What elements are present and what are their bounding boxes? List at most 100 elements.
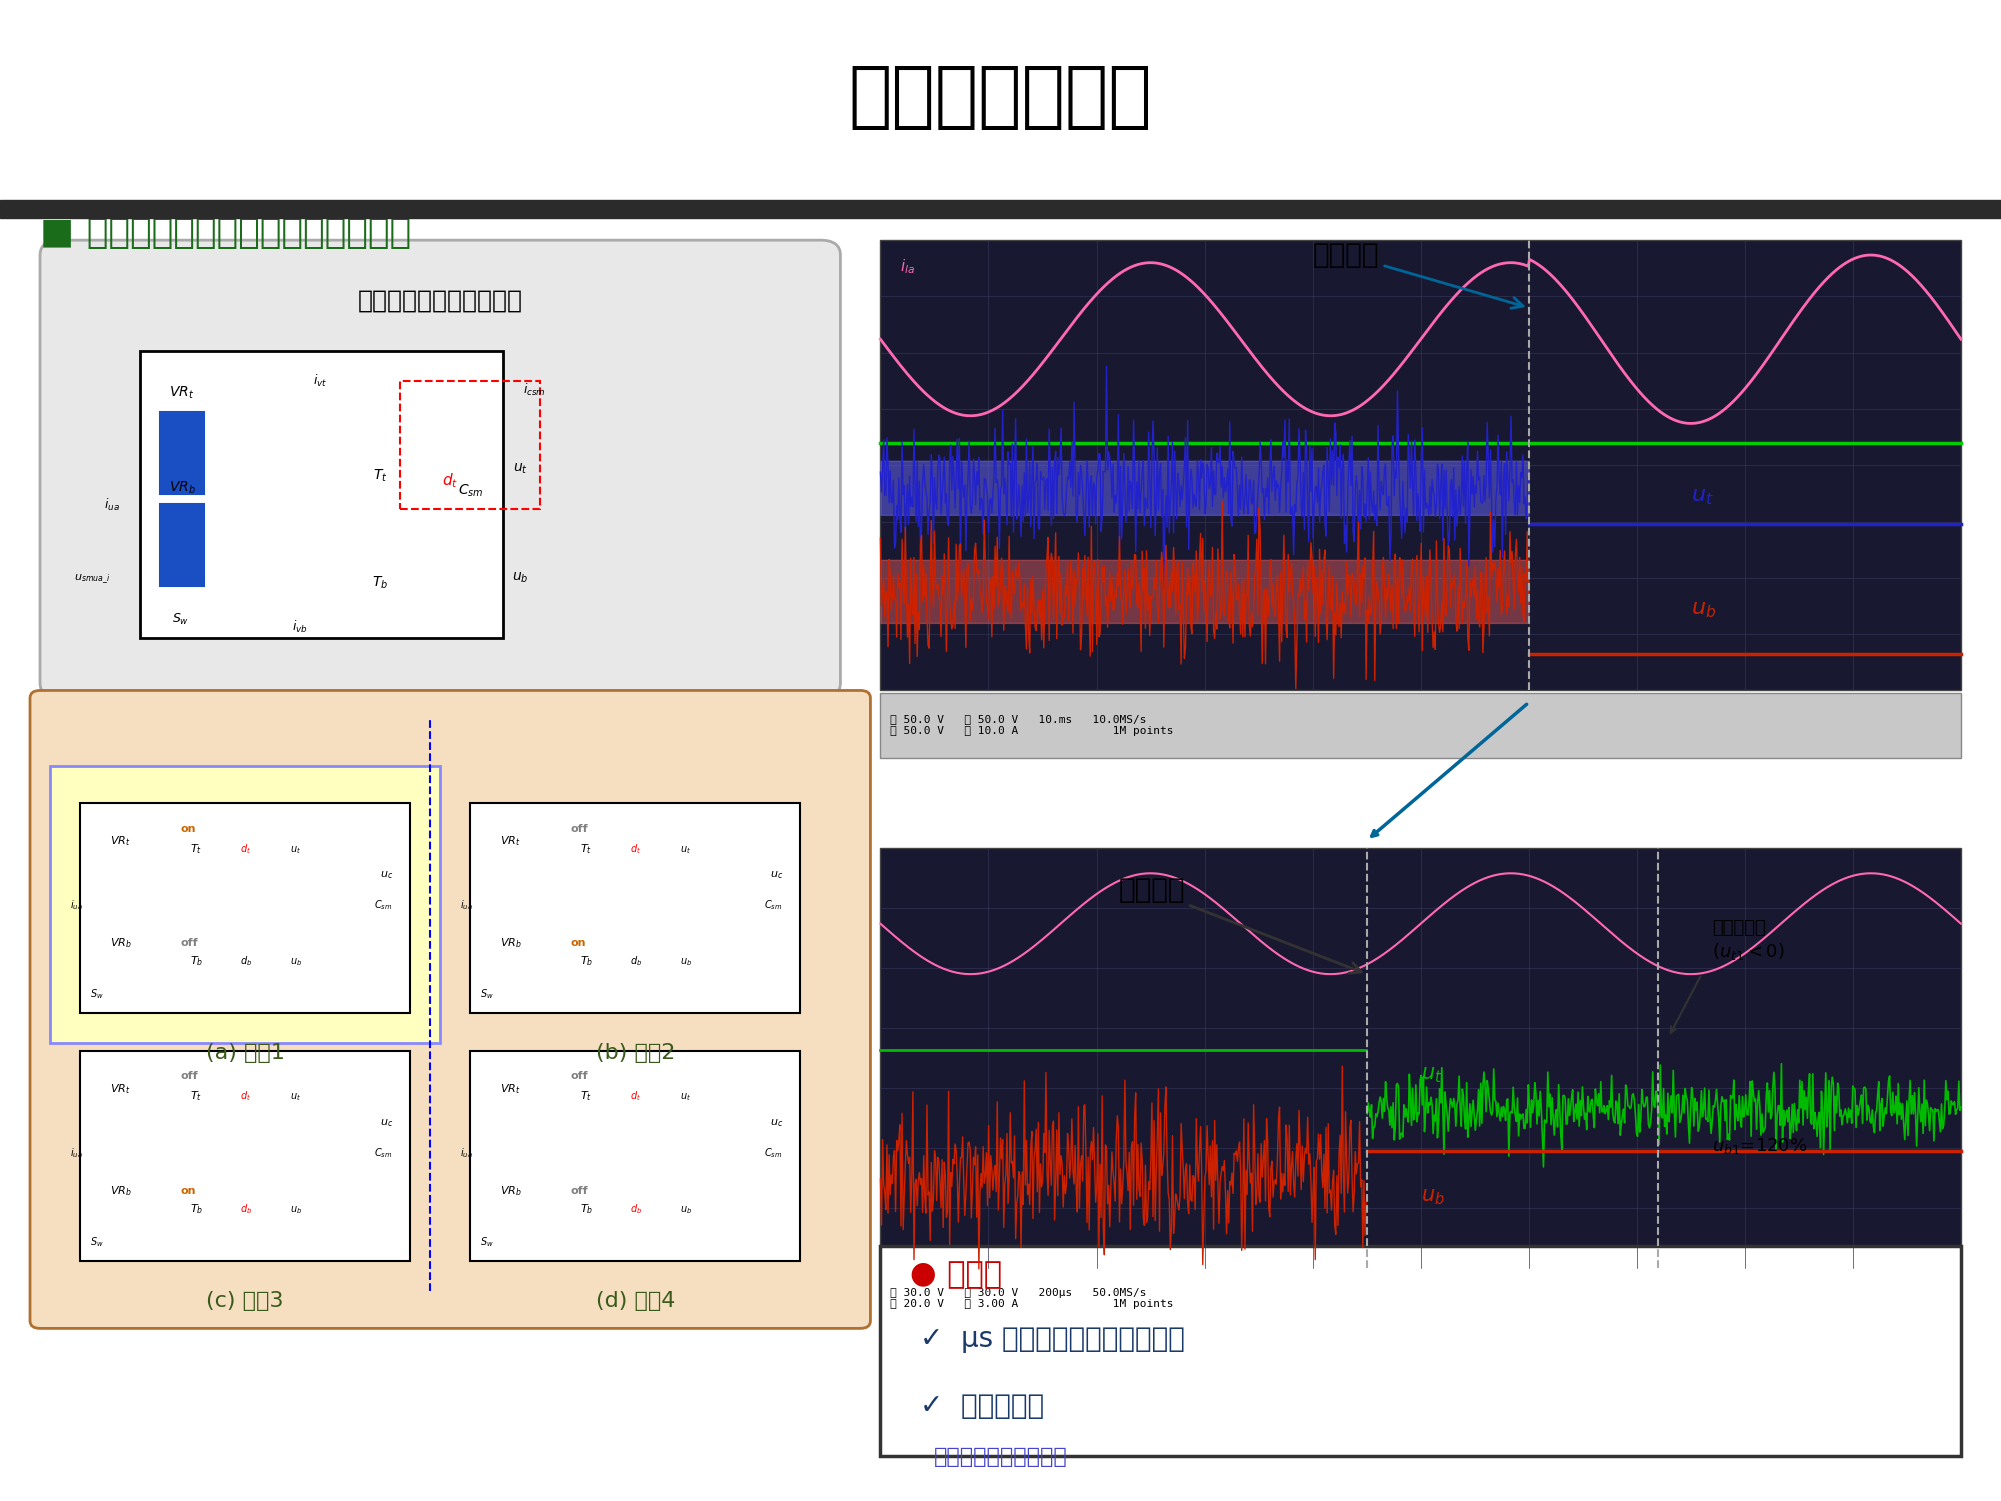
Text: $VR_t$: $VR_t$ [500,1082,520,1096]
Text: $u_t$: $u_t$ [1691,486,1713,507]
Text: $u_{smua\_i}$: $u_{smua\_i}$ [74,573,110,587]
Text: $u_c$: $u_c$ [380,869,394,881]
Text: 《电工技术学报》发布: 《电工技术学报》发布 [934,1447,1067,1468]
Text: (c) 步骤3: (c) 步骤3 [206,1291,284,1310]
Text: $C_{sm}$: $C_{sm}$ [374,1145,392,1160]
Text: $S_w$: $S_w$ [480,988,494,1001]
Text: (b) 步骤2: (b) 步骤2 [596,1043,674,1063]
Text: $VR_b$: $VR_b$ [168,480,196,497]
Text: $VR_t$: $VR_t$ [170,384,194,401]
Bar [80,803,410,1013]
Text: $T_t$: $T_t$ [190,1090,202,1103]
Text: $d_b$: $d_b$ [630,1202,642,1216]
Bar [880,693,1961,758]
Bar [470,803,800,1013]
Text: $u_b$: $u_b$ [680,1204,692,1216]
Text: $u_c$: $u_c$ [380,1117,394,1129]
Text: $S_w$: $S_w$ [90,1235,104,1249]
Text: $T_b$: $T_b$ [580,955,594,968]
Text: $d_b$: $d_b$ [240,955,252,968]
Text: $T_b$: $T_b$ [372,575,388,591]
Text: $u_b$: $u_b$ [290,1204,302,1216]
Text: off: off [570,824,588,833]
Bar [140,351,504,638]
Text: $S_w$: $S_w$ [172,612,188,627]
Text: $u_b$: $u_b$ [680,956,692,968]
Text: off: off [180,1072,198,1081]
Text: 故障发生: 故障发生 [1119,877,1361,973]
Text: 故障发生: 故障发生 [1313,240,1523,308]
Bar [880,1271,1961,1325]
Text: $VR_t$: $VR_t$ [500,835,520,848]
Bar [470,1051,800,1261]
Bar [400,381,540,509]
Text: $T_t$: $T_t$ [580,842,592,856]
Text: $T_t$: $T_t$ [580,1090,592,1103]
Text: ① 30.0 V   ② 30.0 V   200μs   50.0MS/s
③ 20.0 V   ④ 3.00 A              1M point: ① 30.0 V ② 30.0 V 200μs 50.0MS/s ③ 20.0 … [890,1288,1175,1309]
Text: $u_t$: $u_t$ [290,844,302,856]
Text: $C_{sm}$: $C_{sm}$ [764,898,782,913]
Text: off: off [180,938,198,949]
Text: on: on [180,824,196,833]
Text: $VR_b$: $VR_b$ [110,1184,132,1198]
Text: on: on [570,938,586,949]
FancyBboxPatch shape [40,240,840,698]
Text: $T_b$: $T_b$ [190,1202,204,1216]
Text: off: off [570,1186,588,1196]
Text: $i_{csm}$: $i_{csm}$ [524,381,546,398]
Text: ① 50.0 V   ② 50.0 V   10.ms   10.0MS/s
③ 50.0 V   ④ 10.0 A              1M point: ① 50.0 V ② 50.0 V 10.ms 10.0MS/s ③ 50.0 … [890,714,1175,735]
Text: $T_t$: $T_t$ [372,468,388,485]
Bar [0,200,2001,218]
Text: $d_t$: $d_t$ [240,1090,252,1103]
Text: $u_b$: $u_b$ [512,570,528,585]
Text: $u_c$: $u_c$ [770,1117,784,1129]
Text: (d) 步骤4: (d) 步骤4 [596,1291,674,1310]
Text: $u_t$: $u_t$ [290,1091,302,1103]
Bar [880,240,1961,690]
Text: $u_c$: $u_c$ [770,869,784,881]
Text: $i_{vt}$: $i_{vt}$ [312,374,328,389]
Text: $d_t$: $d_t$ [442,471,458,491]
Text: on: on [180,1186,196,1196]
Text: (a) 步骤1: (a) 步骤1 [206,1043,284,1063]
Text: ✓  μs 级别检测故障、定位故障: ✓ μs 级别检测故障、定位故障 [920,1325,1185,1352]
Text: $u_b$: $u_b$ [290,956,302,968]
Text: $T_b$: $T_b$ [190,955,204,968]
Bar [160,411,204,494]
Text: 开关管两端并联压敏电阻: 开关管两端并联压敏电阻 [358,288,522,312]
Text: $u_t$: $u_t$ [1421,1064,1443,1085]
Text: $T_t$: $T_t$ [190,842,202,856]
Text: $S_w$: $S_w$ [480,1235,494,1249]
Text: off: off [570,1072,588,1081]
Bar [160,504,204,587]
Text: $C_{sm}$: $C_{sm}$ [764,1145,782,1160]
Text: $i_{la}$: $i_{la}$ [900,258,916,276]
Text: $d_t$: $d_t$ [630,1090,642,1103]
Text: $u_t$: $u_t$ [680,1091,692,1103]
Text: 二极管故障诊断: 二极管故障诊断 [848,63,1153,132]
Text: $VR_b$: $VR_b$ [110,937,132,950]
Text: $i_{ua}$: $i_{ua}$ [460,1145,472,1160]
Text: $u_t$: $u_t$ [680,844,692,856]
Text: $C_{sm}$: $C_{sm}$ [458,482,484,498]
Text: $i_{vb}$: $i_{vb}$ [292,618,308,635]
Text: $d_t$: $d_t$ [630,842,642,856]
Text: ● 优点：: ● 优点： [910,1261,1003,1289]
Text: ✓  硬件成本低: ✓ 硬件成本低 [920,1391,1045,1420]
Text: $VR_t$: $VR_t$ [110,1082,130,1096]
Text: $u_b$: $u_b$ [1421,1187,1445,1207]
Text: $C_{sm}$: $C_{sm}$ [374,898,392,913]
Text: $d_t$: $d_t$ [240,842,252,856]
Text: $d_b$: $d_b$ [240,1202,252,1216]
Text: $u_t$: $u_t$ [512,461,528,476]
Text: $i_{ua}$: $i_{ua}$ [70,898,82,913]
Text: $d_b$: $d_b$ [630,955,642,968]
Text: $T_b$: $T_b$ [580,1202,594,1216]
FancyBboxPatch shape [30,690,870,1328]
Text: $S_w$: $S_w$ [90,988,104,1001]
Text: ■ 监测开关管电压法诊断二极管故障: ■ 监测开关管电压法诊断二极管故障 [40,216,410,249]
Text: $u_{b1}$=120%: $u_{b1}$=120% [1713,1136,1809,1156]
FancyBboxPatch shape [880,1246,1961,1456]
Text: $i_{ua}$: $i_{ua}$ [104,497,120,513]
Bar [880,848,1961,1268]
